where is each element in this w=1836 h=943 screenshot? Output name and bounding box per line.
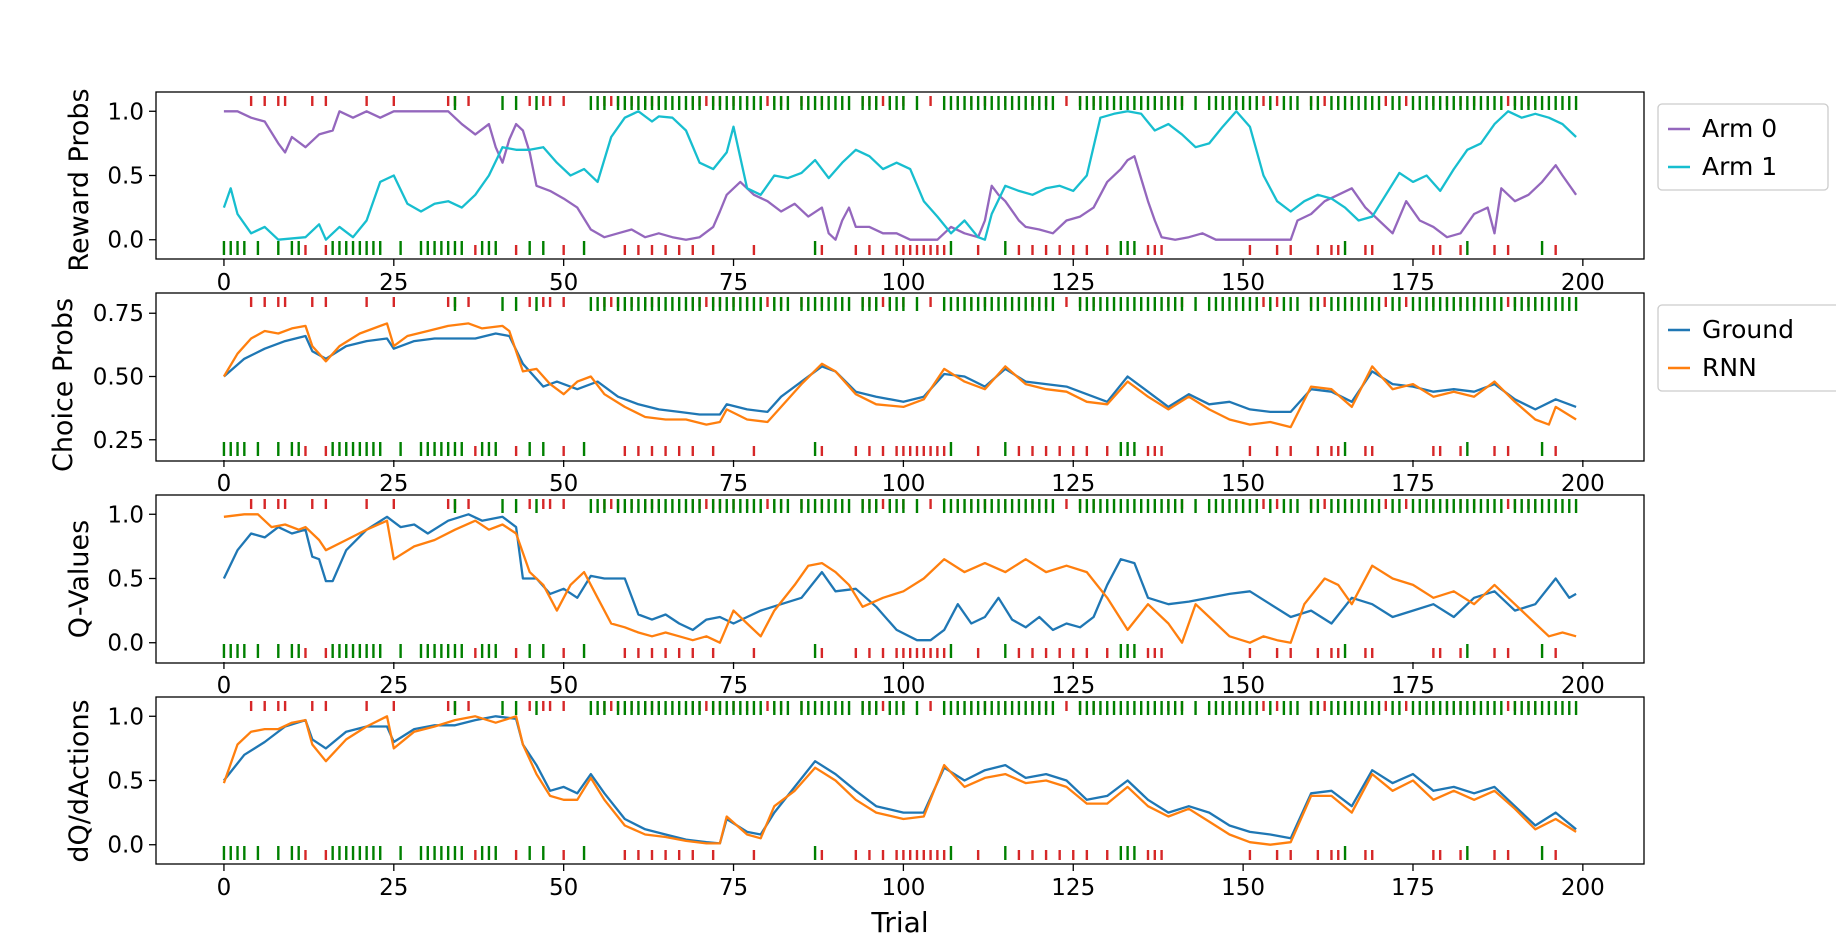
x-axis-ticks: 0 25 50 75 100 125 150 175 200 — [217, 662, 1605, 699]
x-tick-label: 175 — [1391, 270, 1435, 296]
legend: Ground RNN — [1657, 304, 1836, 392]
x-tick-label: 200 — [1561, 875, 1605, 901]
reward-probs-panel: 0.0 0.5 1.0 0 25 50 75 100 125 150 175 200 Reward … — [64, 88, 1829, 296]
y-tick-label: 0.0 — [107, 833, 144, 859]
y-tick-label: 0.5 — [107, 567, 144, 593]
plot-lines — [222, 322, 1577, 429]
x-tick-label: 75 — [719, 875, 748, 901]
series-line-ground — [222, 513, 1577, 642]
choice-markers — [222, 499, 1578, 658]
y-tick-label: 1.0 — [107, 99, 144, 125]
x-tick-label: 100 — [881, 875, 925, 901]
y-tick-label: 0.0 — [107, 228, 144, 254]
x-tick-label: 150 — [1221, 471, 1265, 497]
x-tick-label: 175 — [1391, 471, 1435, 497]
y-axis-ticks: 0.25 0.50 0.75 — [93, 301, 156, 454]
x-tick-label: 100 — [881, 673, 925, 699]
x-tick-label: 75 — [719, 673, 748, 699]
series-line-ground — [223, 332, 1577, 416]
x-tick-label: 25 — [379, 270, 408, 296]
plot-lines — [222, 110, 1578, 241]
legend-label-arm-0: Arm 0 — [1702, 114, 1777, 143]
q-values-panel: 0.0 0.5 1.0 0 25 50 75 100 125 150 175 200 Q-Value… — [64, 494, 1645, 699]
choice-probs-panel: 0.25 0.50 0.75 0 25 50 75 100 125 150 175 200 Choi… — [48, 292, 1836, 497]
axes-frame — [155, 292, 1645, 462]
axes-frame — [155, 494, 1645, 664]
y-tick-label: 0.25 — [93, 428, 144, 454]
y-tick-label: 1.0 — [107, 502, 144, 528]
x-tick-label: 0 — [217, 875, 232, 901]
x-tick-label: 175 — [1391, 673, 1435, 699]
plot-lines — [222, 715, 1577, 846]
x-tick-label: 175 — [1391, 875, 1435, 901]
y-axis-label: Reward Probs — [64, 88, 95, 271]
x-tick-label: 150 — [1221, 673, 1265, 699]
y-tick-label: 0.50 — [93, 365, 144, 391]
x-tick-label: 125 — [1051, 875, 1095, 901]
x-tick-label: 50 — [549, 875, 578, 901]
series-line-rnn — [223, 513, 1577, 644]
legend-label-ground: Ground — [1702, 315, 1794, 344]
y-tick-label: 1.0 — [107, 704, 144, 730]
y-axis-ticks: 0.0 0.5 1.0 — [107, 99, 156, 254]
series-line-rnn — [222, 715, 1577, 846]
y-axis-ticks: 0.0 0.5 1.0 — [107, 502, 156, 657]
x-tick-label: 125 — [1051, 673, 1095, 699]
series-line-arm-1 — [222, 110, 1577, 241]
dq-dactions-panel: 0.0 0.5 1.0 0 25 50 75 100 125 150 175 200 dQ/dAct… — [64, 696, 1645, 901]
legend-frame — [1657, 103, 1829, 191]
choice-markers — [222, 701, 1578, 860]
series-line-arm-0 — [223, 110, 1578, 241]
x-tick-label: 125 — [1051, 471, 1095, 497]
x-tick-label: 25 — [379, 875, 408, 901]
series-line-rnn — [222, 322, 1577, 429]
x-tick-label: 150 — [1221, 270, 1265, 296]
x-tick-label: 25 — [379, 673, 408, 699]
y-axis-label: dQ/dActions — [64, 699, 95, 862]
x-tick-label: 0 — [217, 673, 232, 699]
x-tick-label: 200 — [1561, 471, 1605, 497]
legend: Arm 0 Arm 1 — [1657, 103, 1829, 191]
x-tick-label: 200 — [1561, 673, 1605, 699]
x-tick-label: 0 — [217, 471, 232, 497]
choice-markers — [222, 297, 1578, 456]
choice-markers — [222, 96, 1578, 255]
x-tick-label: 50 — [549, 471, 578, 497]
x-axis-ticks: 0 25 50 75 100 125 150 175 200 — [217, 460, 1605, 497]
legend-label-arm-1: Arm 1 — [1702, 152, 1777, 181]
legend-label-rnn: RNN — [1702, 353, 1757, 382]
x-tick-label: 0 — [217, 270, 232, 296]
plot-lines — [222, 513, 1577, 644]
y-tick-label: 0.5 — [107, 769, 144, 795]
x-tick-label: 25 — [379, 471, 408, 497]
x-tick-label: 100 — [881, 270, 925, 296]
x-tick-label: 50 — [549, 673, 578, 699]
y-axis-label: Choice Probs — [48, 298, 79, 472]
y-tick-label: 0.0 — [107, 631, 144, 657]
y-axis-label: Q-Values — [64, 520, 95, 638]
x-tick-label: 125 — [1051, 270, 1095, 296]
x-tick-label: 75 — [719, 270, 748, 296]
x-axis-ticks: 0 25 50 75 100 125 150 175 200 — [217, 864, 1605, 901]
y-tick-label: 0.75 — [93, 301, 144, 327]
legend-frame — [1657, 304, 1836, 392]
x-tick-label: 150 — [1221, 875, 1265, 901]
x-tick-label: 100 — [881, 471, 925, 497]
x-axis-ticks: 0 25 50 75 100 125 150 175 200 — [217, 259, 1605, 296]
y-axis-ticks: 0.0 0.5 1.0 — [107, 704, 156, 859]
x-tick-label: 50 — [549, 270, 578, 296]
x-tick-label: 75 — [719, 471, 748, 497]
y-tick-label: 0.5 — [107, 164, 144, 190]
x-tick-label: 200 — [1561, 270, 1605, 296]
series-line-ground — [222, 715, 1577, 845]
x-axis-label: Trial — [870, 906, 928, 939]
